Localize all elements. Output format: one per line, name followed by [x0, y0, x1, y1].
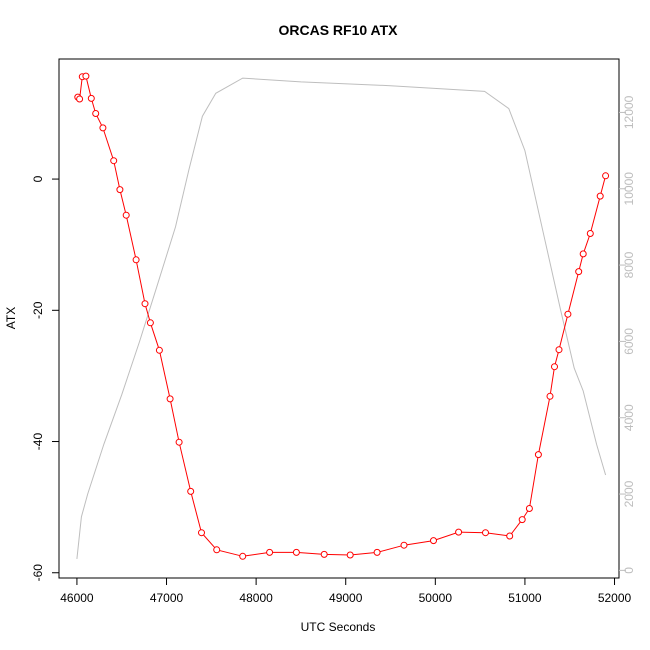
series-1-point	[110, 157, 118, 165]
x-tick-label: 49000	[329, 591, 363, 605]
series-1-point	[400, 541, 408, 549]
series-1-point	[239, 552, 247, 560]
series-1-point	[579, 250, 587, 258]
x-tick-label: 46000	[60, 591, 94, 605]
x-axis-label: UTC Seconds	[301, 620, 376, 634]
series-2-gray-line	[76, 77, 607, 559]
series-1-red-line	[74, 72, 610, 560]
y-right-tick-label: 0	[622, 567, 636, 574]
series-1-point	[551, 363, 558, 371]
series-1-point	[596, 192, 604, 200]
series-1-point	[320, 550, 328, 558]
series-1-point	[141, 300, 149, 308]
series-1-point	[602, 172, 610, 180]
series-1-point	[555, 346, 563, 354]
chart-title: ORCAS RF10 ATX	[278, 22, 398, 38]
y-left-tick-label: -60	[31, 564, 45, 582]
series-1-point	[198, 529, 205, 537]
series-1-point	[586, 230, 594, 237]
series-1-point	[166, 395, 174, 403]
series-1-point	[534, 451, 542, 459]
series-1-point	[122, 211, 130, 219]
y-right-tick-label: 12000	[622, 95, 636, 129]
series-1-point	[187, 487, 195, 495]
x-tick-label: 48000	[239, 591, 273, 605]
series-1-point	[430, 537, 437, 545]
series-1-point	[482, 529, 489, 537]
y-axis-right: 0 2000 4000 6000 8000 10000 12000	[619, 95, 636, 574]
x-tick-label: 50000	[419, 591, 453, 605]
y-axis-left: -60 -40 -20 0	[31, 175, 59, 581]
series-1-point	[76, 95, 84, 103]
y-right-tick-label: 10000	[622, 172, 636, 206]
y-left-tick-label: -40	[31, 433, 45, 451]
series-1-point	[292, 548, 300, 556]
x-tick-label: 51000	[508, 591, 542, 605]
series-1-point	[564, 310, 572, 318]
series-1-point	[525, 505, 533, 512]
series-1-point	[82, 72, 90, 80]
series-1-point	[266, 548, 274, 556]
series-1-point	[99, 124, 107, 132]
x-axis: 46000 47000 48000 49000 50000 51000 52000	[60, 578, 632, 605]
x-tick-label: 47000	[150, 591, 184, 605]
y-right-tick-label: 8000	[622, 251, 636, 278]
series-1-line	[77, 75, 607, 557]
series-1-point	[92, 110, 100, 117]
y-right-tick-label: 6000	[622, 328, 636, 355]
series-1-point	[346, 551, 354, 559]
series-1-point	[213, 546, 221, 554]
x-tick-label: 52000	[598, 591, 632, 605]
series-1-point	[455, 528, 463, 536]
series-1-point	[175, 438, 183, 446]
series-1-point	[116, 186, 124, 194]
series-1-point	[518, 516, 526, 524]
y-left-tick-label: 0	[31, 175, 45, 182]
y-right-tick-label: 4000	[622, 404, 636, 431]
y-axis-label: ATX	[4, 307, 18, 329]
y-right-tick-label: 2000	[622, 480, 636, 507]
series-1-point	[546, 392, 554, 400]
series-2-line	[76, 77, 607, 559]
series-1-point	[373, 548, 381, 556]
series-1-point	[87, 94, 95, 102]
series-1-point	[132, 256, 140, 264]
series-1-point	[155, 346, 163, 354]
series-1-point	[575, 268, 583, 276]
plot-frame	[58, 58, 620, 579]
series-1-point	[506, 532, 514, 540]
y-left-tick-label: -20	[31, 301, 45, 319]
series-1-point	[146, 319, 154, 327]
